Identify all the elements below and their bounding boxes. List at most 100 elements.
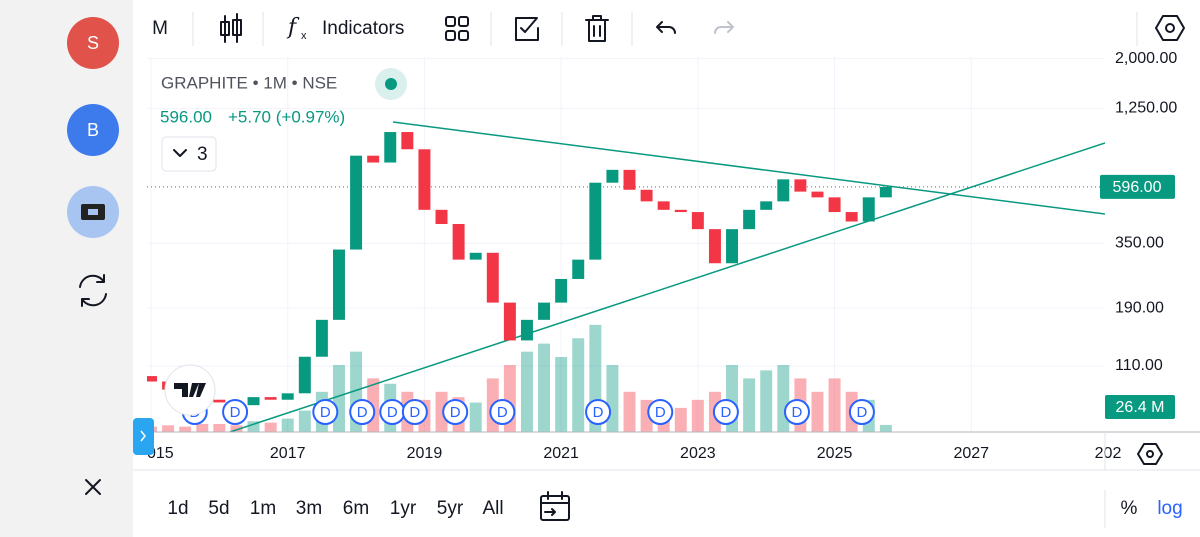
user-button[interactable] [67, 17, 119, 69]
dividend-label: D [497, 404, 508, 421]
volume-bar [230, 425, 243, 432]
candle-body [674, 209, 687, 213]
save-button[interactable] [515, 17, 539, 41]
tv-logo [174, 383, 206, 397]
candle-body [520, 319, 533, 341]
indicators-button[interactable]: Indicators [322, 18, 404, 39]
candle-body [264, 397, 277, 400]
range-button[interactable]: 1m [250, 498, 276, 519]
volume-bar [674, 407, 687, 432]
axis-settings-button[interactable] [1137, 443, 1163, 465]
dividend-marker[interactable] [312, 399, 339, 425]
volume-bar [196, 423, 209, 432]
dividend-marker[interactable] [401, 399, 428, 425]
candle-body [367, 155, 380, 163]
range-button[interactable]: 1d [167, 498, 188, 519]
candle-body [623, 169, 636, 190]
x-tick-label: 202 [1095, 445, 1122, 462]
dividend-label: D [720, 404, 731, 421]
x-tick-label: 2023 [680, 445, 716, 462]
candle-body [247, 397, 260, 406]
log-button[interactable]: log [1157, 498, 1182, 519]
dividend-marker[interactable] [442, 399, 469, 425]
plot-area: DDDDDDDDDDDDD [147, 57, 1105, 432]
x-tick-label: 2021 [543, 445, 579, 462]
candle-body [418, 149, 431, 210]
volume-bar [879, 424, 892, 432]
last-price-label: 596.00 [1113, 179, 1162, 196]
candle-body [333, 249, 345, 320]
candle-body [657, 201, 670, 210]
fx-icon: x [301, 30, 307, 42]
dividend-marker[interactable] [783, 399, 810, 425]
range-button[interactable]: 3m [296, 498, 322, 519]
delete-button[interactable] [585, 15, 609, 42]
range-button[interactable]: 1yr [390, 498, 417, 519]
candle-body [452, 223, 465, 260]
volume-bar [743, 378, 756, 432]
volume-bar [555, 357, 568, 432]
expand-icon [140, 430, 146, 442]
dividend-marker[interactable] [349, 399, 376, 425]
candle-body [828, 197, 841, 213]
candle-body [384, 132, 397, 163]
volume-bar [538, 343, 551, 432]
range-button[interactable]: 5yr [437, 498, 464, 519]
y-tick-label: 190.00 [1115, 299, 1164, 316]
volume-bar [828, 378, 841, 432]
last-price: 596.00 [160, 107, 212, 126]
dividend-marker[interactable] [222, 399, 249, 425]
dividend-label: D [593, 404, 604, 421]
dividend-marker[interactable] [585, 399, 612, 425]
dividend-marker[interactable] [712, 399, 739, 425]
refresh-button[interactable] [79, 274, 107, 307]
volume-bar [350, 351, 363, 432]
x-tick-label: 2025 [817, 445, 853, 462]
candle-body [726, 229, 739, 264]
date-range-button[interactable] [540, 491, 570, 521]
candle-body [469, 252, 482, 260]
volume-bar [726, 365, 739, 432]
candle-body [503, 302, 516, 341]
range-button[interactable]: 5d [208, 498, 229, 519]
x-tick-label: 2019 [407, 445, 443, 462]
y-tick-label: 110.00 [1115, 357, 1163, 374]
dividend-marker[interactable] [848, 399, 875, 425]
interval-button[interactable]: M [152, 18, 168, 39]
range-button[interactable]: All [482, 498, 503, 519]
layout-button[interactable] [445, 16, 469, 41]
dividend-label: D [655, 404, 666, 421]
dividend-marker[interactable] [647, 399, 674, 425]
y-tick-label: 2,000.00 [1115, 50, 1177, 67]
y-tick-label: 350.00 [1115, 235, 1164, 252]
candle-body [555, 278, 568, 303]
percent-button[interactable]: % [1121, 498, 1138, 519]
dividend-label: D [450, 404, 461, 421]
volume-bar [760, 370, 773, 432]
user-button[interactable] [67, 104, 119, 156]
expand-tab[interactable] [133, 418, 154, 455]
candle-body [213, 399, 226, 403]
y-tick-label: 1,250.00 [1115, 100, 1177, 117]
settings-button[interactable] [1155, 15, 1185, 41]
range-button[interactable]: 6m [343, 498, 369, 519]
redo-button[interactable] [714, 21, 734, 34]
volume-bar [623, 391, 636, 432]
undo-button[interactable] [656, 21, 676, 34]
dividend-marker[interactable] [489, 399, 516, 425]
studies-toggle[interactable] [161, 136, 217, 172]
volume-bar [777, 365, 790, 432]
chart-type-button[interactable] [220, 13, 242, 43]
candle-body [691, 212, 704, 230]
volume-bar [162, 425, 175, 432]
candle-body [538, 302, 551, 320]
lock-icon [88, 209, 98, 215]
volume-bar [589, 324, 602, 432]
candle-body [794, 179, 807, 192]
dividend-label: D [856, 404, 867, 421]
trend-line [229, 142, 1105, 432]
close-button[interactable] [85, 479, 101, 495]
tv-logo [164, 364, 216, 416]
candle-body [435, 209, 448, 224]
last-price-tag [1100, 174, 1175, 199]
